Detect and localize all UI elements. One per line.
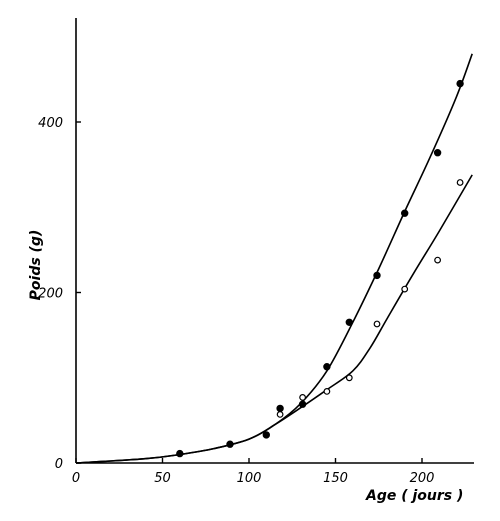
filled-data-point xyxy=(323,363,331,371)
open-data-point xyxy=(345,374,353,382)
open-data-point xyxy=(456,179,464,186)
x-tick-label: 100 xyxy=(237,471,262,486)
filled-data-point xyxy=(262,431,270,439)
y-tick-label: 200 xyxy=(38,287,63,302)
open-data-point xyxy=(373,320,381,328)
open-data-point xyxy=(323,388,331,395)
filled-data-point xyxy=(373,271,381,280)
open-data-point xyxy=(434,256,442,264)
filled-data-point xyxy=(456,79,464,88)
open-data-point xyxy=(299,394,307,401)
x-axis-ticks: 0 50 100 150 200 xyxy=(72,458,435,486)
filled-data-point xyxy=(345,318,353,326)
filled-data-point xyxy=(401,209,409,217)
open-data-point xyxy=(401,285,409,293)
filled-data-point xyxy=(433,149,442,157)
open-series-fit-curve xyxy=(75,174,473,464)
x-tick-label: 150 xyxy=(323,471,348,486)
filled-data-point xyxy=(276,404,284,413)
open-data-point xyxy=(276,411,284,418)
x-axis-title: Age ( jours ) xyxy=(365,488,463,504)
filled-data-point xyxy=(226,440,234,448)
filled-data-point xyxy=(298,400,307,408)
filled-data-point xyxy=(176,449,184,458)
data-points xyxy=(176,79,464,458)
y-tick-label: 400 xyxy=(38,116,63,131)
filled-series-fit-curve xyxy=(75,53,473,464)
y-axis-ticks: 0 200 400 xyxy=(38,116,81,472)
fit-curves xyxy=(75,53,473,464)
x-tick-label: 200 xyxy=(410,471,435,486)
y-tick-label: 0 xyxy=(55,457,63,472)
x-tick-label: 0 xyxy=(72,471,80,486)
y-axis-title: Poids (g) xyxy=(28,230,44,301)
x-tick-label: 50 xyxy=(154,471,171,486)
